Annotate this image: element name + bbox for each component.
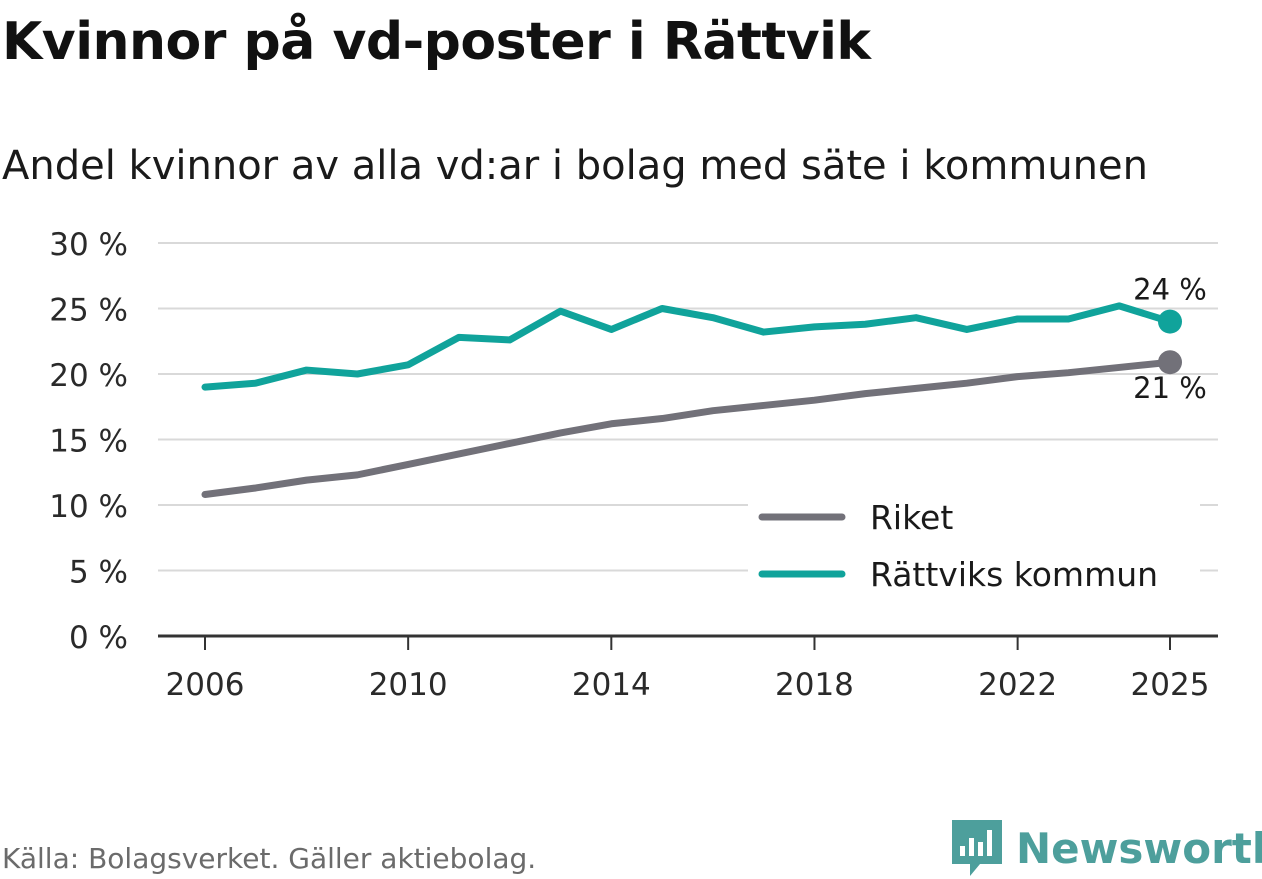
end-point-rattvik bbox=[1158, 309, 1182, 334]
series-line-riket bbox=[201, 358, 1174, 499]
x-tick-label: 2018 bbox=[775, 667, 854, 703]
x-tick-label: 2006 bbox=[166, 667, 245, 703]
y-tick-label: 5 % bbox=[69, 555, 128, 591]
chart-subtitle: Andel kvinnor av alla vd:ar i bolag med … bbox=[2, 143, 1148, 189]
series-line-rattvik bbox=[201, 302, 1174, 391]
y-tick-label: 15 % bbox=[49, 424, 128, 460]
y-tick-label: 20 % bbox=[49, 358, 128, 394]
y-tick-label: 25 % bbox=[49, 293, 128, 329]
legend: Riket Rättviks kommun bbox=[748, 486, 1200, 604]
chart-title: Kvinnor på vd-poster i Rättvik bbox=[2, 12, 871, 72]
x-tick-label: 2010 bbox=[369, 667, 448, 703]
y-tick-label: 0 % bbox=[69, 620, 128, 656]
x-tick-label: 2022 bbox=[978, 667, 1057, 703]
x-tick-label: 2025 bbox=[1131, 667, 1210, 703]
legend-label-rattvik: Rättviks kommun bbox=[870, 555, 1158, 594]
newsworthy-logo-icon bbox=[952, 820, 1002, 876]
source-note: Källa: Bolagsverket. Gäller aktiebolag. bbox=[2, 842, 537, 875]
y-tick-label: 30 % bbox=[49, 227, 128, 263]
legend-label-riket: Riket bbox=[870, 498, 953, 537]
brand-logo: Newsworthy bbox=[950, 818, 1262, 878]
end-label-rattvik: 24 % bbox=[1133, 273, 1207, 307]
brand-name: Newsworthy bbox=[1016, 823, 1262, 873]
x-tick-label: 2014 bbox=[572, 667, 651, 703]
end-point-riket bbox=[1158, 350, 1182, 375]
axis-layer: 0 % 5 % 10 % 15 % 20 % 25 % 30 % 2006 2010 2014 20… bbox=[49, 227, 1218, 703]
y-tick-label: 10 % bbox=[49, 489, 128, 525]
legend-background bbox=[748, 486, 1200, 604]
end-label-riket: 21 % bbox=[1133, 371, 1207, 405]
series-layer: 21 % 24 % bbox=[201, 273, 1207, 499]
